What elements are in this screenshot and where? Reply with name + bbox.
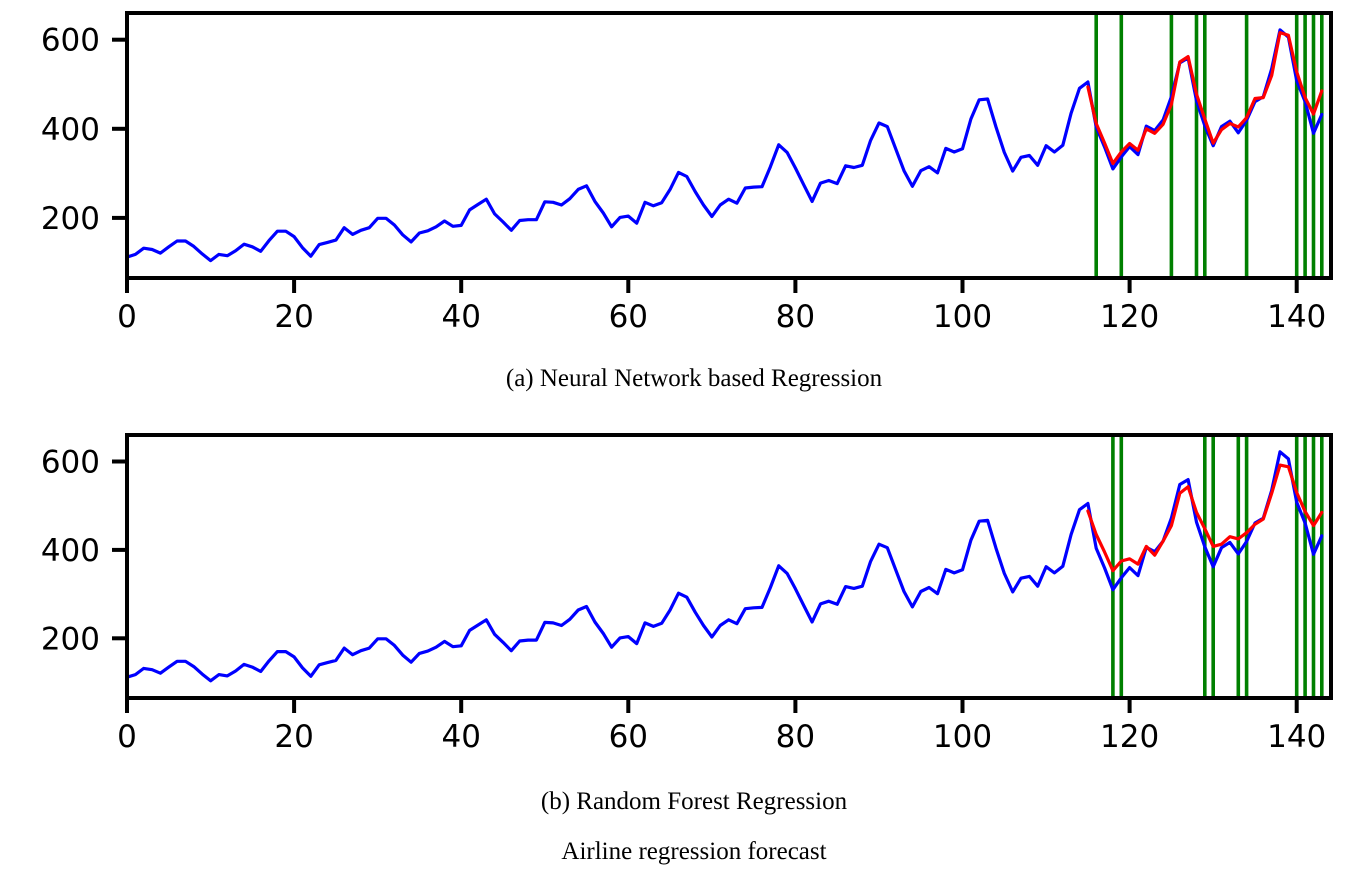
x-tick-label: 0 — [117, 719, 137, 755]
x-tick-label: 20 — [274, 719, 313, 755]
figure-title: Airline regression forecast — [561, 838, 827, 865]
plot-border — [125, 11, 1333, 280]
x-tick-label: 40 — [441, 719, 480, 755]
x-tick-label: 40 — [441, 299, 480, 335]
y-tick-label: 200 — [41, 201, 100, 237]
x-tick-label: 80 — [776, 719, 815, 755]
x-tick-label: 100 — [933, 719, 992, 755]
x-tick-label: 80 — [776, 299, 815, 335]
x-tick-label: 100 — [933, 299, 992, 335]
y-tick-label: 200 — [41, 621, 100, 657]
x-tick-label: 60 — [609, 299, 648, 335]
x-tick-label: 120 — [1100, 299, 1159, 335]
actual-airline-passengers-line — [125, 450, 1324, 683]
y-tick-label: 400 — [41, 533, 100, 569]
chart-b-random-forest-plot: 0 20 40 60 80 100 120 140 200 400 600 — [41, 433, 1333, 755]
neural-network-prediction-line — [1086, 30, 1324, 166]
y-tick-label: 600 — [41, 445, 100, 481]
x-tick-label: 60 — [609, 719, 648, 755]
chart-a-neural-network-plot: 0 20 40 60 80 100 120 140 200 400 600 — [41, 11, 1333, 335]
x-tick-label: 140 — [1267, 299, 1326, 335]
plot-border — [125, 433, 1333, 700]
x-tick-label: 0 — [117, 299, 137, 335]
y-tick-label: 600 — [41, 23, 100, 59]
y-tick-label: 400 — [41, 112, 100, 148]
x-tick-label: 120 — [1100, 719, 1159, 755]
actual-airline-passengers-line — [125, 28, 1324, 263]
random-forest-prediction-line — [1086, 463, 1324, 573]
chart-b-caption: (b) Random Forest Regression — [540, 788, 848, 815]
x-tick-label: 140 — [1267, 719, 1326, 755]
chart-a-caption: (a) Neural Network based Regression — [505, 365, 883, 392]
x-tick-label: 20 — [274, 299, 313, 335]
